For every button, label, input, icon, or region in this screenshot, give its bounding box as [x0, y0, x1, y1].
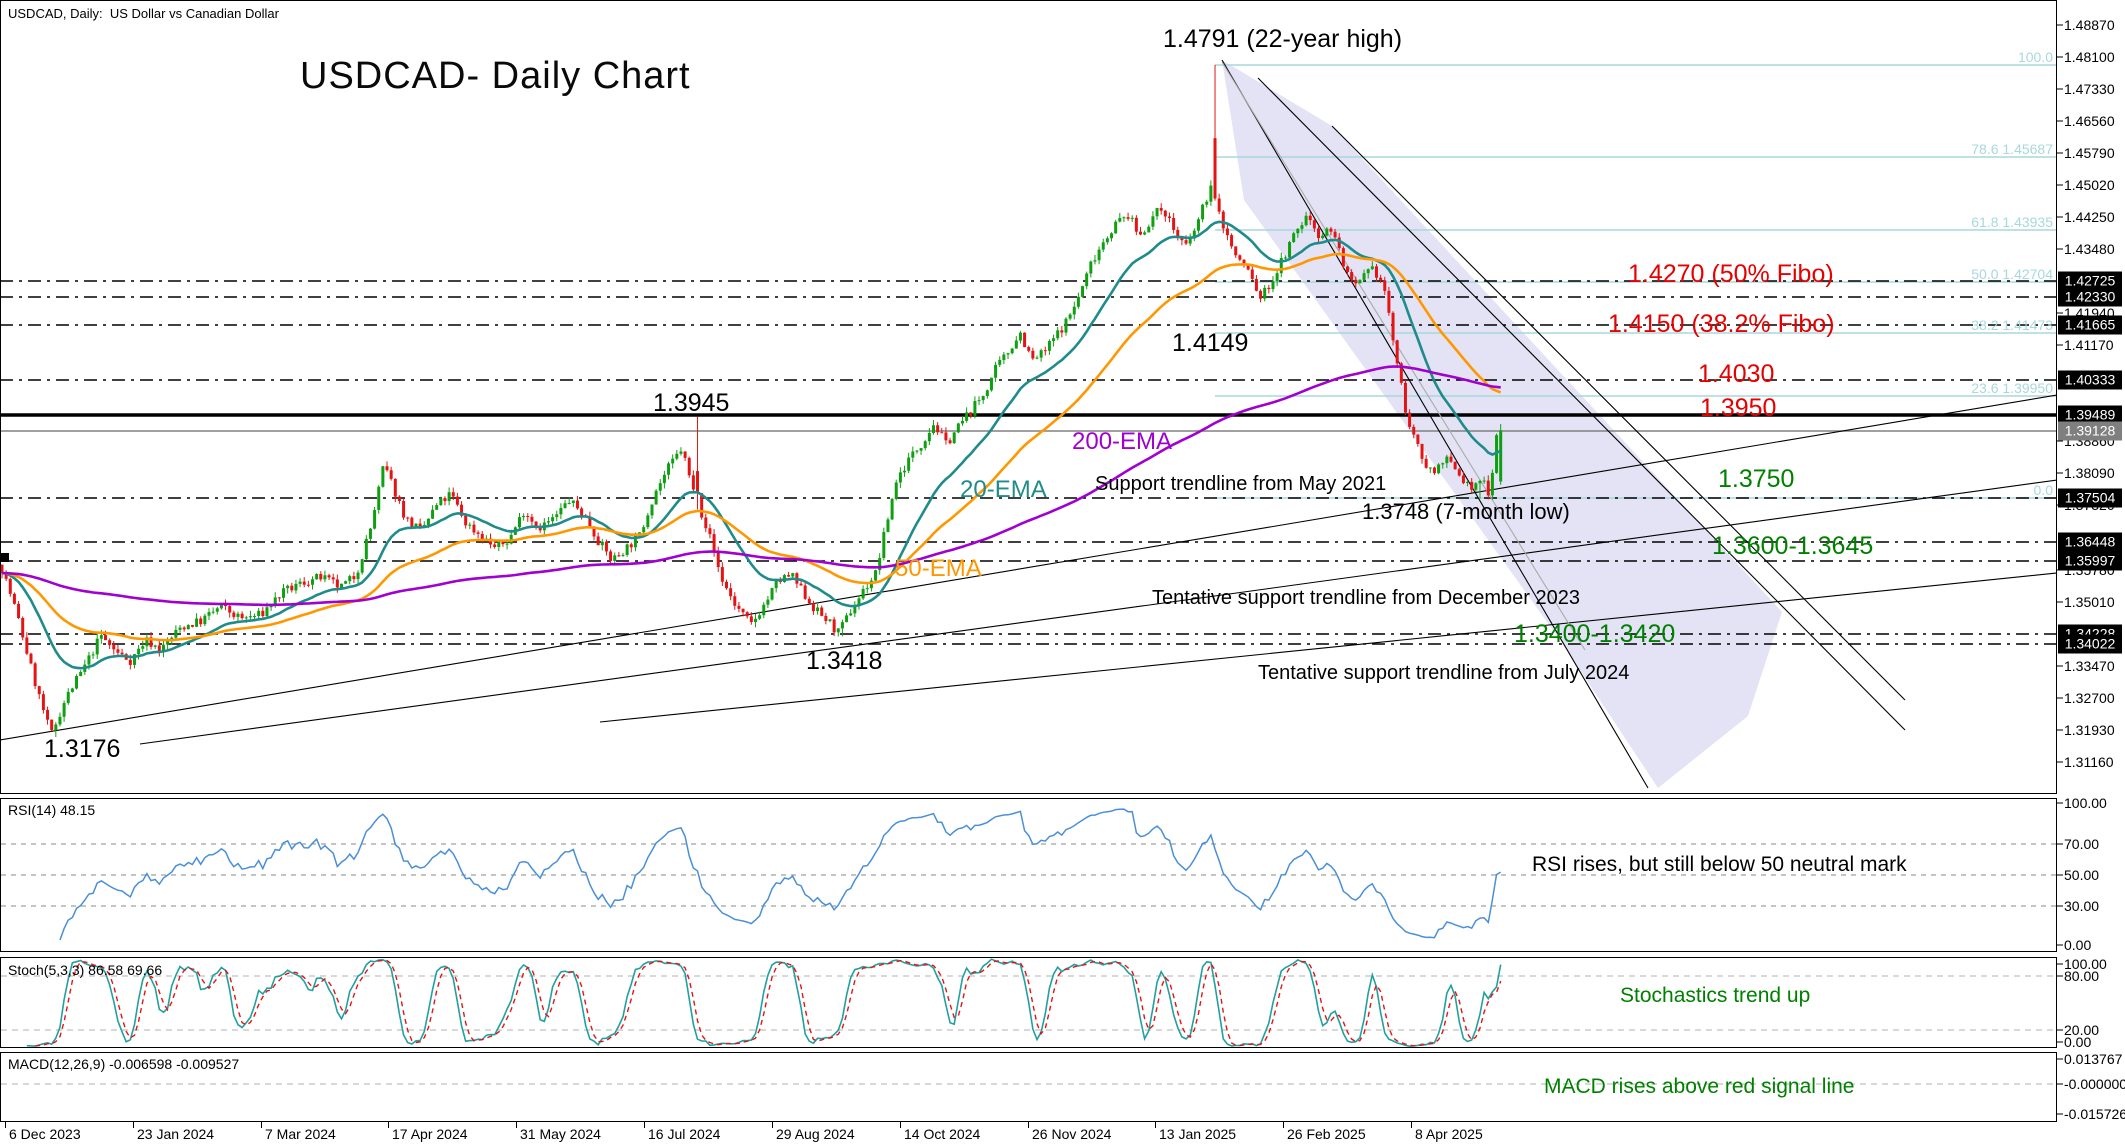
macd-tick-label: 0.013767	[2064, 1051, 2123, 1067]
price-tick-label: 1.47330	[2064, 81, 2115, 97]
chart-annotation: 1.3750	[1718, 465, 1795, 493]
price-level-badge: 1.41665	[2058, 315, 2122, 335]
chart-annotation: 1.3600-1.3645	[1712, 532, 1874, 560]
chart-annotation: MACD rises above red signal line	[1544, 1075, 1855, 1098]
current-price-badge: 1.39128	[2058, 421, 2122, 441]
price-tick-label: 1.44250	[2064, 209, 2115, 225]
macd-tick-label: -0.015726	[2064, 1106, 2125, 1122]
symbol-info: USDCAD, Daily: US Dollar vs Canadian Dol…	[8, 6, 279, 21]
price-tick-label: 1.43480	[2064, 241, 2115, 257]
date-tick-label: 17 Apr 2024	[392, 1126, 468, 1142]
chart-annotation: 1.3418	[806, 647, 883, 675]
price-level-badge: 1.37504	[2058, 488, 2122, 508]
date-tick-label: 16 Jul 2024	[648, 1126, 721, 1142]
price-tick-label: 1.48870	[2064, 17, 2115, 33]
chart-annotation: 1.4030	[1698, 360, 1775, 388]
chart-annotation: RSI rises, but still below 50 neutral ma…	[1532, 853, 1907, 876]
stoch-tick-label: 100.00	[2064, 956, 2107, 972]
chart-annotation: 50-EMA	[895, 555, 982, 582]
fibonacci-level-label: 78.6 1.45687	[1971, 141, 2053, 157]
price-tick-label: 1.31160	[2064, 754, 2114, 770]
price-level-badge: 1.42330	[2058, 287, 2122, 307]
price-level-badge: 1.42725	[2058, 271, 2122, 291]
date-tick-label: 7 Mar 2024	[265, 1126, 336, 1142]
date-tick-label: 14 Oct 2024	[904, 1126, 981, 1142]
date-tick-label: 26 Nov 2024	[1032, 1126, 1112, 1142]
stochastic-indicator-label: Stoch(5,3,3) 86.58 69.66	[8, 962, 163, 978]
price-tick-label: 1.32700	[2064, 690, 2115, 706]
chart-annotation: 1.3945	[653, 389, 730, 417]
rsi-indicator-label: RSI(14) 48.15	[8, 802, 96, 818]
price-level-badge: 1.40333	[2058, 370, 2122, 390]
rsi-tick-label: 100.00	[2064, 795, 2107, 811]
chart-annotation: 200-EMA	[1072, 428, 1173, 455]
price-tick-label: 1.41170	[2064, 337, 2114, 353]
rsi-tick-label: 30.00	[2064, 898, 2100, 914]
page-title: USDCAD- Daily Chart	[300, 55, 691, 97]
price-tick-label: 1.33470	[2064, 658, 2115, 674]
date-tick-label: 31 May 2024	[520, 1126, 601, 1142]
chart-annotation: Stochastics trend up	[1620, 984, 1811, 1007]
date-tick-label: 13 Jan 2025	[1159, 1126, 1237, 1142]
chart-annotation: Support trendline from May 2021	[1095, 473, 1387, 495]
chart-annotation: 1.4149	[1172, 329, 1249, 357]
price-tick-label: 1.31930	[2064, 722, 2115, 738]
chart-annotation: 1.3748 (7-month low)	[1362, 499, 1570, 524]
chart-annotation: 1.3950	[1700, 394, 1777, 422]
fibonacci-level-label: 100.0	[2017, 49, 2053, 65]
chart-annotation: 1.4791 (22-year high)	[1163, 25, 1403, 53]
price-level-badge: 1.34022	[2058, 634, 2122, 654]
rsi-tick-label: 70.00	[2064, 836, 2100, 852]
price-level-badge: 1.36448	[2058, 532, 2122, 552]
price-tick-label: 1.35010	[2064, 594, 2115, 610]
macd-tick-label: -0.000000	[2064, 1076, 2125, 1092]
chart-annotation: 1.3176	[44, 735, 121, 763]
stoch-tick-label: 0.00	[2064, 1034, 2092, 1050]
price-level-badge: 1.35997	[2058, 551, 2122, 571]
date-tick-label: 26 Feb 2025	[1287, 1126, 1366, 1142]
chart-annotation: 1.3400-1.3420	[1514, 620, 1676, 648]
chart-annotation: Tentative support trendline from Decembe…	[1152, 587, 1581, 609]
fibonacci-level-label: 50.0 1.42704	[1971, 266, 2053, 282]
fibonacci-level-label: 23.6 1.39950	[1971, 380, 2053, 396]
stoch-tick-label: 80.00	[2064, 968, 2100, 984]
stoch-tick-label: 20.00	[2064, 1022, 2100, 1038]
price-tick-label: 1.45790	[2064, 145, 2115, 161]
price-tick-label: 1.46560	[2064, 113, 2115, 129]
date-tick-label: 29 Aug 2024	[776, 1126, 855, 1142]
macd-indicator-label: MACD(12,26,9) -0.006598 -0.009527	[8, 1056, 240, 1072]
price-level-badge: 1.39489	[2058, 405, 2122, 425]
chart-annotation: 1.4270 (50% Fibo)	[1628, 260, 1834, 288]
fibonacci-level-label: 61.8 1.43935	[1971, 214, 2053, 230]
chart-annotation: 20-EMA	[960, 476, 1047, 503]
fibonacci-level-label: 38.2 1.41473	[1971, 317, 2053, 333]
chart-annotation: 1.4150 (38.2% Fibo)	[1608, 310, 1835, 338]
price-tick-label: 1.38090	[2064, 465, 2115, 481]
date-tick-label: 23 Jan 2024	[137, 1126, 215, 1142]
date-tick-label: 8 Apr 2025	[1415, 1126, 1483, 1142]
date-tick-label: 6 Dec 2023	[9, 1126, 81, 1142]
price-tick-label: 1.48100	[2064, 49, 2115, 65]
fibonacci-level-label: 0.0	[2033, 482, 2053, 498]
rsi-tick-label: 50.00	[2064, 867, 2100, 883]
rsi-tick-label: 0.00	[2064, 937, 2092, 953]
chart-annotation: Tentative support trendline from July 20…	[1258, 662, 1630, 684]
price-tick-label: 1.45020	[2064, 177, 2115, 193]
